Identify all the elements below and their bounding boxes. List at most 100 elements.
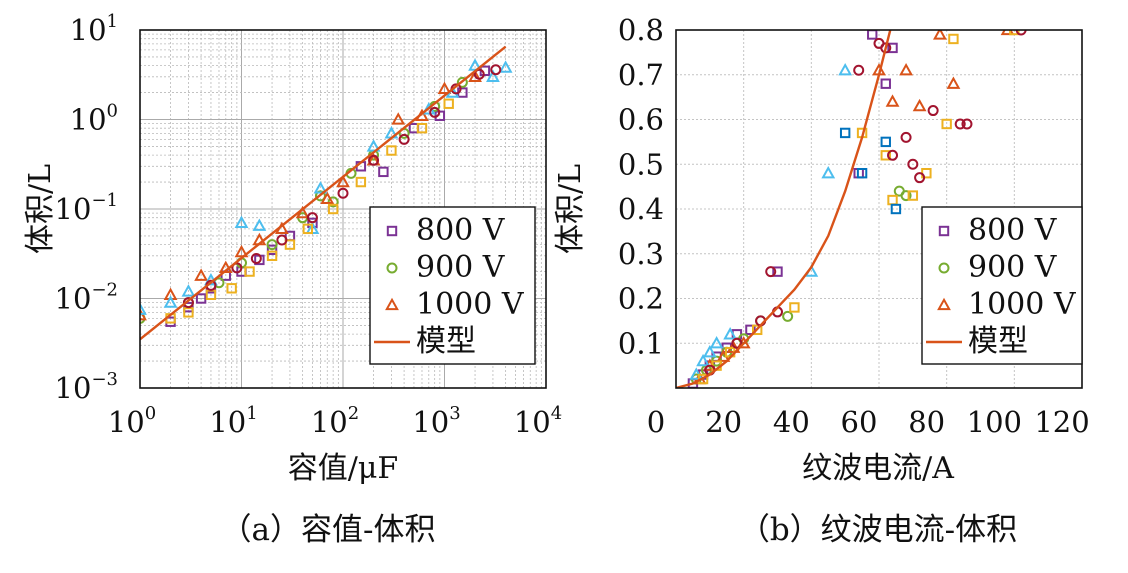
chart-b-legend-label: 模型 (968, 324, 1028, 359)
data-point (900, 131, 912, 143)
data-point (252, 218, 267, 231)
chart-a-legend-label: 模型 (416, 324, 476, 359)
data-point (386, 145, 397, 156)
data-point (468, 69, 482, 82)
data-point (266, 244, 278, 256)
chart-b-caption: （b）纹波电流-体积 (739, 512, 1017, 548)
data-point (745, 324, 756, 336)
data-point (429, 106, 441, 118)
data-point (398, 133, 410, 145)
data-point (954, 118, 966, 130)
chart-a-legend-label: 900 V (416, 250, 506, 285)
data-point (327, 203, 339, 215)
data-point (437, 81, 452, 95)
data-point (880, 150, 891, 161)
data-point (772, 266, 783, 277)
x-tick-label: 104 (514, 403, 562, 439)
legend-square-marker (386, 225, 398, 237)
chart-a-caption: （a）容值-体积 (221, 512, 436, 548)
legend-circle-marker (386, 262, 398, 274)
x-tick-label: 20 (705, 405, 742, 439)
data-point (194, 268, 209, 281)
chart-b-model-line (676, 30, 892, 388)
data-point (378, 166, 389, 178)
y-tick-label: 0.4 (618, 192, 664, 226)
data-point (486, 69, 500, 82)
data-point (443, 98, 454, 109)
data-point (1009, 30, 1020, 36)
data-point (696, 353, 710, 367)
data-point (306, 212, 318, 224)
data-point (313, 181, 328, 194)
data-point (890, 203, 902, 215)
data-point (355, 176, 367, 188)
x-tick-label: 103 (412, 403, 460, 439)
y-tick-label: 0.7 (618, 58, 664, 92)
data-point (226, 283, 237, 294)
y-tick-label: 10−2 (55, 280, 118, 316)
data-point (900, 190, 912, 202)
y-tick-label: 100 (70, 101, 118, 137)
data-point (266, 250, 278, 261)
data-point (899, 63, 913, 76)
data-point (839, 127, 851, 139)
data-point (195, 293, 207, 304)
y-tick-label: 10−3 (55, 369, 118, 405)
chart-b-legend-label: 900 V (968, 250, 1058, 285)
data-point (284, 239, 296, 250)
data-point (948, 33, 959, 45)
chart-b-legend-label: 800 V (968, 213, 1058, 248)
data-point (933, 30, 947, 40)
x-tick-label: 40 (773, 405, 810, 439)
data-point (366, 139, 381, 152)
data-point (473, 68, 485, 80)
chart-b-x-axis-label: 纹波电流/A (802, 451, 954, 486)
chart-a-legend: 800 V 900 V 1000 V 模型 (369, 206, 536, 365)
data-point (914, 172, 926, 184)
data-point (885, 94, 900, 107)
chart-b-y-axis-label: 体积/L (553, 164, 588, 254)
x-tick-label: 120 (1034, 405, 1089, 439)
chart-a: 100 101 102 103 104 101 100 10−1 10−2 10−3 800 V … (23, 11, 562, 548)
chart-a-legend-label: 1000 V (416, 287, 525, 322)
data-point (765, 266, 777, 278)
data-point (368, 154, 380, 166)
data-point (337, 187, 349, 199)
data-point (1000, 30, 1015, 36)
chart-a-legend-label: 800 V (416, 213, 506, 248)
data-point (709, 335, 724, 349)
data-point (244, 266, 255, 277)
data-point (490, 64, 502, 76)
data-point (907, 158, 919, 170)
data-point (391, 112, 406, 125)
data-point (789, 302, 800, 313)
chart-a-model-line (140, 45, 507, 341)
y-tick-label: 10−1 (55, 190, 118, 226)
chart-b: 0 20 40 60 80 100 1200.10.20.30.40.50.60.70.8 … (553, 13, 1090, 548)
chart-b-tick-labels: 0 20 40 60 80 100 120 0.1 0.2 0.3 0.4 0.5 0.6 0.7 0.8 (618, 13, 1090, 439)
x-tick-label: 100 (108, 403, 156, 439)
chart-b-legend-label: 1000 V (968, 287, 1077, 322)
data-point (856, 168, 868, 179)
data-point (140, 302, 147, 315)
data-point (702, 344, 717, 358)
chart-a-tick-labels: 100 101 102 103 104 101 100 10−1 10−2 10−3 (55, 11, 563, 439)
legend-triangle-marker (385, 297, 399, 311)
data-point (853, 64, 865, 76)
data-point (327, 196, 339, 208)
data-point (231, 262, 243, 274)
data-point (907, 190, 919, 201)
chart-a-y-axis-label: 体积/L (23, 164, 58, 254)
data-point (320, 191, 335, 204)
data-point (183, 307, 194, 318)
x-tick-label: 0 (647, 405, 665, 439)
data-point (498, 60, 513, 73)
legend-triangle-marker (937, 297, 951, 311)
data-point (880, 136, 891, 148)
data-point (234, 215, 249, 229)
x-tick-label: 60 (841, 405, 878, 439)
data-point (927, 105, 939, 117)
data-point (887, 149, 899, 161)
data-point (752, 324, 763, 336)
